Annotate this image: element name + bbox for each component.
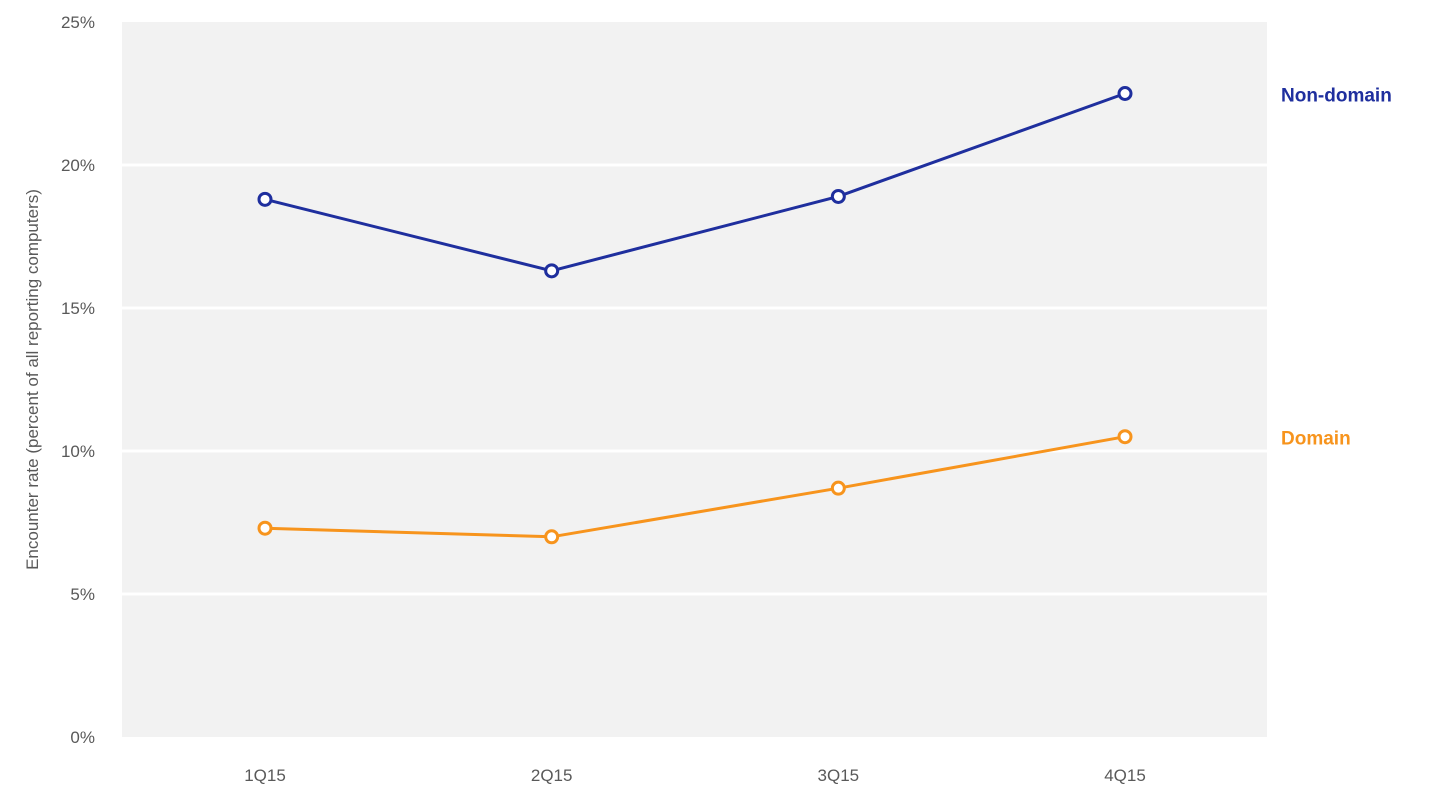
data-point — [1117, 429, 1133, 445]
x-axis-ticks: 1Q15 2Q15 3Q15 4Q15 — [244, 766, 1146, 785]
series-line — [264, 92, 1126, 273]
plot-area — [122, 22, 1267, 737]
y-tick-label: 5% — [70, 585, 95, 604]
x-tick-label: 3Q15 — [818, 766, 860, 785]
y-tick-label: 15% — [61, 299, 95, 318]
data-point — [1117, 86, 1133, 101]
series-domain: Domain — [257, 429, 1351, 545]
y-axis-ticks: 0% 5% 10% 15% 20% 25% — [61, 13, 95, 747]
series-label: Non-domain — [1281, 86, 1392, 107]
y-tick-label: 20% — [61, 156, 95, 175]
y-axis-title: Encounter rate (percent of all reporting… — [23, 189, 42, 570]
series-layer: Non-domain Domain — [257, 86, 1392, 545]
data-point — [257, 520, 273, 536]
data-point — [830, 188, 846, 204]
x-tick-label: 4Q15 — [1104, 766, 1146, 785]
data-point — [257, 191, 273, 207]
series-non-domain: Non-domain — [257, 86, 1392, 279]
x-tick-label: 2Q15 — [531, 766, 573, 785]
data-point — [544, 529, 560, 545]
gridlines — [122, 163, 1267, 596]
y-tick-label: 10% — [61, 442, 95, 461]
series-line — [264, 435, 1126, 539]
data-point — [544, 263, 560, 279]
data-point — [830, 480, 846, 496]
y-tick-label: 25% — [61, 13, 95, 32]
y-tick-label: 0% — [70, 728, 95, 747]
x-tick-label: 1Q15 — [244, 766, 286, 785]
series-label: Domain — [1281, 429, 1351, 450]
